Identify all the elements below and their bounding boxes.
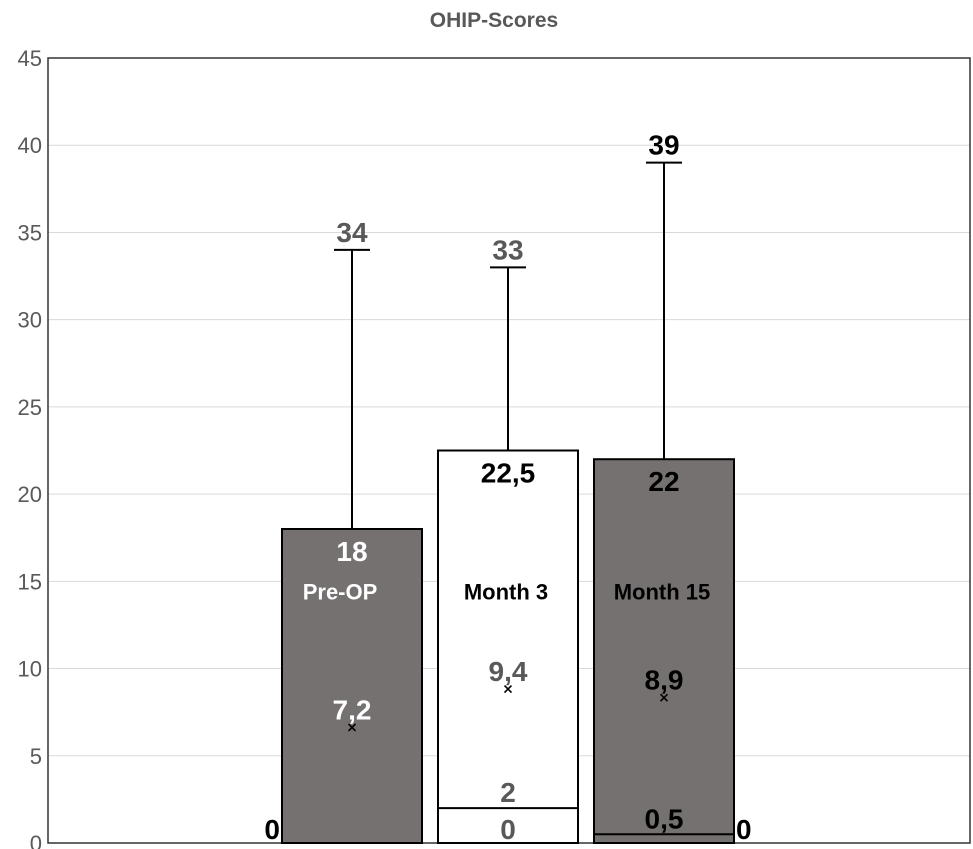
max-label: 34 <box>336 217 368 248</box>
max-label: 39 <box>648 130 679 161</box>
category-label: Pre-OP <box>303 579 378 604</box>
box-series: 34 18 Pre-OP 7,2 0 33 22,5 Month 3 9,4 2 0 39 22 Mont… <box>264 130 751 845</box>
q3-label: 22 <box>648 466 679 497</box>
chart-title: OHIP-Scores <box>430 9 558 32</box>
y-tick-label: 35 <box>18 220 42 245</box>
y-tick-label: 40 <box>18 133 42 158</box>
max-label: 33 <box>492 234 523 265</box>
box-pre-op: 34 18 Pre-OP 7,2 0 <box>264 217 423 845</box>
median-label: 2 <box>500 777 516 808</box>
median-label: 0,5 <box>645 803 684 834</box>
category-label: Month 3 <box>464 579 548 604</box>
y-tick-label: 10 <box>18 657 42 682</box>
min-label: 0 <box>264 814 280 845</box>
mean-label: 9,4 <box>489 656 528 687</box>
y-tick-label: 15 <box>18 569 42 594</box>
box <box>593 458 735 844</box>
box <box>437 449 579 844</box>
y-tick-label: 25 <box>18 395 42 420</box>
y-axis: 0 5 10 15 20 25 30 35 40 45 <box>18 46 42 849</box>
min-label: 0 <box>736 814 752 845</box>
y-tick-label: 45 <box>18 46 42 71</box>
y-tick-label: 5 <box>30 744 42 769</box>
mean-label: 8,9 <box>645 665 684 696</box>
q3-label: 22,5 <box>481 458 536 489</box>
y-tick-label: 0 <box>30 831 42 849</box>
box-month-3: 33 22,5 Month 3 9,4 2 0 <box>437 234 579 845</box>
box-month-15: 39 22 Month 15 8,9 0,5 0 <box>593 130 752 845</box>
box <box>281 528 423 844</box>
category-label: Month 15 <box>614 579 711 604</box>
mean-label: 7,2 <box>333 694 372 725</box>
mean-marker <box>503 684 513 694</box>
q3-label: 18 <box>336 536 367 567</box>
y-tick-label: 20 <box>18 482 42 507</box>
mean-marker <box>659 693 669 702</box>
min-label: 0 <box>500 814 516 845</box>
y-tick-label: 30 <box>18 308 42 333</box>
mean-marker <box>347 723 357 732</box>
